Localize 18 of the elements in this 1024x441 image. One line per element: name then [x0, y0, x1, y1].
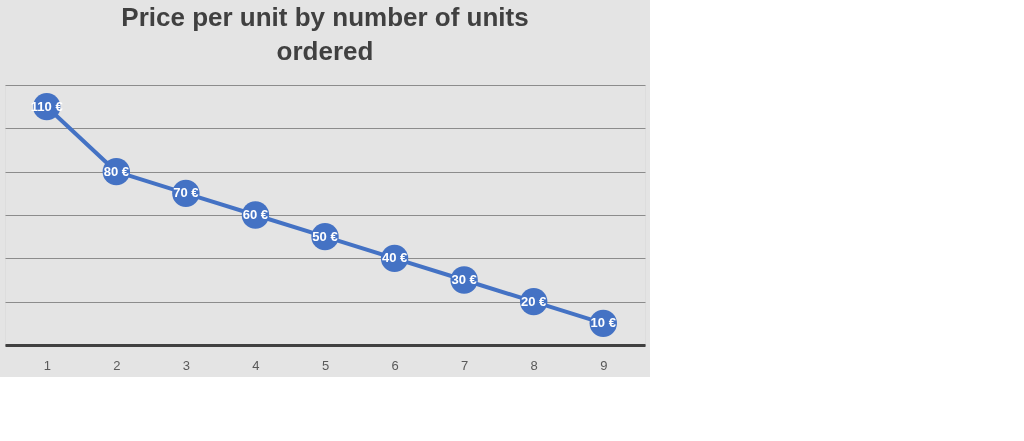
chart-title: Price per unit by number of units ordered [121, 2, 529, 66]
x-tick-label: 5 [321, 357, 330, 373]
data-label: 40 € [381, 250, 408, 266]
data-label: 60 € [242, 207, 269, 222]
data-label: 70 € [173, 185, 199, 201]
data-label: 50 € [312, 228, 338, 244]
data-label: 80 € [103, 163, 129, 179]
x-tick-label: 9 [600, 357, 608, 373]
x-tick-label: 2 [113, 357, 121, 373]
x-tick-label: 4 [252, 357, 260, 373]
x-tick-label: 1 [43, 357, 51, 373]
x-tick-label: 7 [461, 357, 469, 373]
data-label: 10 € [590, 315, 616, 331]
data-label: 30 € [451, 272, 477, 287]
x-tick-label: 6 [391, 357, 399, 373]
data-label: 20 € [521, 293, 547, 309]
x-tick-label: 8 [530, 357, 538, 373]
x-tick-label: 3 [182, 357, 190, 373]
